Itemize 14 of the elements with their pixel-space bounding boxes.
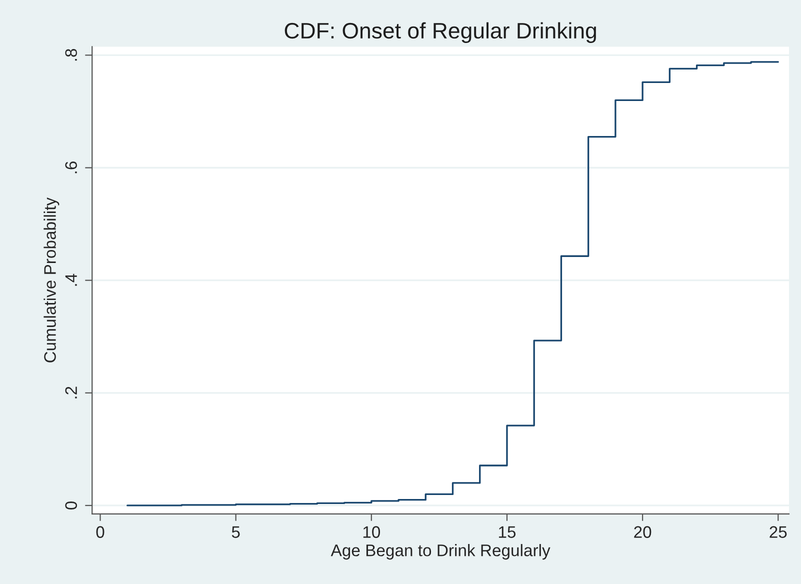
chart-title: CDF: Onset of Regular Drinking: [284, 22, 596, 43]
y-tick-label: .8: [65, 48, 78, 61]
x-tick-label: 25: [770, 526, 787, 538]
y-tick-label: 0: [65, 501, 78, 510]
x-axis-title: Age Began to Drink Regularly: [330, 544, 550, 560]
y-axis-title: Cumulative Probability: [44, 197, 60, 362]
x-tick-label: 0: [96, 526, 104, 538]
x-tick-label: 10: [363, 526, 380, 538]
x-tick-label: 5: [232, 526, 240, 538]
y-tick-label: .2: [65, 386, 77, 398]
y-tick-label: .6: [65, 162, 78, 174]
x-tick-label: 15: [498, 526, 516, 538]
x-tick-label: 20: [634, 526, 652, 538]
y-tick-label: .4: [65, 274, 77, 286]
